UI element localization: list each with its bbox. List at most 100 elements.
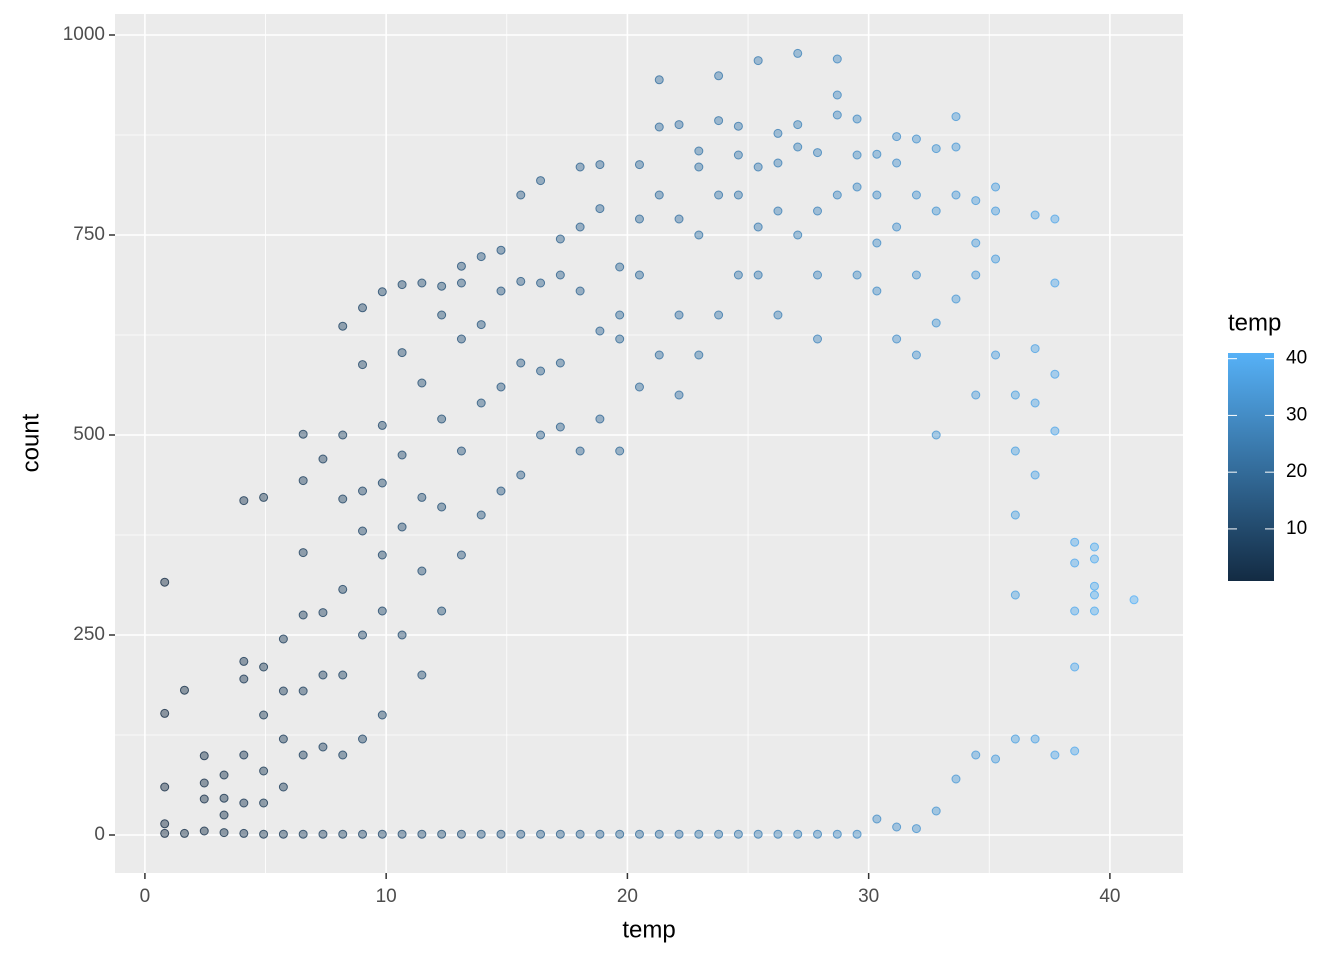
point xyxy=(358,734,368,744)
point xyxy=(951,294,961,304)
point xyxy=(852,150,862,160)
point xyxy=(931,806,941,816)
point xyxy=(793,48,803,58)
point xyxy=(1050,750,1060,760)
point xyxy=(852,829,862,839)
point xyxy=(516,358,526,368)
point xyxy=(338,829,348,839)
point xyxy=(555,234,565,244)
point xyxy=(991,206,1001,216)
point xyxy=(654,75,664,85)
point xyxy=(911,190,921,200)
point xyxy=(298,429,308,439)
point xyxy=(397,450,407,460)
point xyxy=(555,829,565,839)
point xyxy=(397,280,407,290)
point xyxy=(1030,734,1040,744)
point xyxy=(634,160,644,170)
point xyxy=(753,56,763,66)
point xyxy=(1010,446,1020,456)
point xyxy=(714,829,724,839)
point xyxy=(694,146,704,156)
point xyxy=(595,326,605,336)
point xyxy=(714,190,724,200)
point xyxy=(793,120,803,130)
point xyxy=(476,510,486,520)
point xyxy=(575,162,585,172)
point xyxy=(733,150,743,160)
point xyxy=(377,829,387,839)
point xyxy=(536,176,546,186)
point xyxy=(338,321,348,331)
point xyxy=(892,222,902,232)
point xyxy=(456,446,466,456)
point xyxy=(892,822,902,832)
y-tick-label: 1000 xyxy=(63,24,105,45)
point xyxy=(951,112,961,122)
point xyxy=(674,120,684,130)
point xyxy=(931,430,941,440)
point xyxy=(1070,558,1080,568)
point xyxy=(160,577,170,587)
point xyxy=(358,360,368,370)
point xyxy=(179,685,189,695)
point xyxy=(377,478,387,488)
point xyxy=(318,608,328,618)
point xyxy=(358,526,368,536)
point xyxy=(358,303,368,313)
y-tick-label: 250 xyxy=(73,624,105,645)
point xyxy=(813,334,823,344)
point xyxy=(160,782,170,792)
point xyxy=(753,829,763,839)
point xyxy=(634,270,644,280)
point xyxy=(773,829,783,839)
point xyxy=(813,829,823,839)
point xyxy=(377,420,387,430)
point xyxy=(694,350,704,360)
point xyxy=(278,782,288,792)
point xyxy=(615,446,625,456)
y-axis-title: count xyxy=(17,413,44,472)
y-tick-label: 750 xyxy=(73,224,105,245)
point xyxy=(773,310,783,320)
point xyxy=(1050,214,1060,224)
point xyxy=(872,238,882,248)
point xyxy=(456,278,466,288)
point xyxy=(338,584,348,594)
point xyxy=(674,829,684,839)
point xyxy=(199,794,209,804)
point xyxy=(595,829,605,839)
x-axis-title: temp xyxy=(622,916,675,943)
point xyxy=(496,382,506,392)
point xyxy=(437,281,447,291)
point xyxy=(852,182,862,192)
point xyxy=(318,829,328,839)
point xyxy=(278,829,288,839)
point xyxy=(496,829,506,839)
point xyxy=(298,610,308,620)
point xyxy=(555,358,565,368)
point xyxy=(615,310,625,320)
point xyxy=(377,710,387,720)
point xyxy=(318,670,328,680)
x-tick-label: 30 xyxy=(858,886,879,907)
point xyxy=(239,750,249,760)
point xyxy=(397,348,407,358)
point xyxy=(872,190,882,200)
point xyxy=(1050,369,1060,379)
point xyxy=(852,270,862,280)
point xyxy=(259,798,269,808)
point xyxy=(278,686,288,696)
point xyxy=(358,486,368,496)
point xyxy=(417,670,427,680)
colorbar-label: 40 xyxy=(1286,348,1307,369)
colorbar xyxy=(1228,353,1274,581)
point xyxy=(694,230,704,240)
point xyxy=(575,222,585,232)
point xyxy=(437,829,447,839)
point xyxy=(813,270,823,280)
point xyxy=(496,245,506,255)
x-tick-label: 20 xyxy=(617,886,638,907)
point xyxy=(832,190,842,200)
